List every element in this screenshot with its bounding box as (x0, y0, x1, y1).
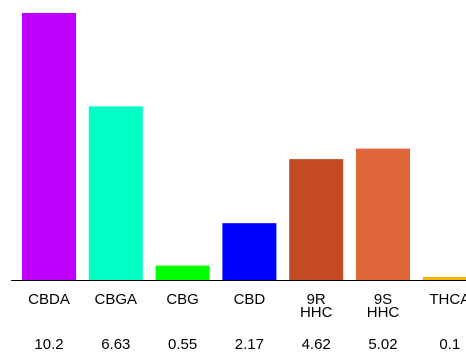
value-label: 4.62 (302, 336, 331, 353)
category-labels-group: CBDA CBGA CBG CBD 9R HHC 9S HHC THCA (28, 291, 466, 321)
category-label: CBG (166, 291, 199, 308)
value-label: 10.2 (34, 336, 63, 353)
bar-cbda (22, 13, 76, 280)
value-label: 0.1 (439, 336, 460, 353)
category-label: 9R HHC (300, 291, 333, 321)
value-label: 6.63 (101, 336, 130, 353)
category-label: THCA (429, 291, 466, 308)
bar-9r-hhc (289, 159, 344, 280)
value-labels-group: 10.2 6.63 0.55 2.17 4.62 5.02 0.1 (34, 336, 460, 353)
bar-cbga (88, 106, 143, 281)
category-label: CBDA (28, 291, 70, 308)
category-label: CBD (234, 291, 266, 308)
value-label: 5.02 (368, 336, 397, 353)
bar-cbg (155, 265, 210, 280)
category-label: 9S HHC (367, 291, 400, 321)
category-label: CBGA (95, 291, 138, 308)
value-label: 2.17 (235, 336, 264, 353)
value-label: 0.55 (168, 336, 197, 353)
bars-group (22, 13, 466, 281)
bar-9s-hhc (356, 148, 410, 280)
bar-cbd (222, 223, 277, 280)
bar-thca (422, 277, 466, 280)
